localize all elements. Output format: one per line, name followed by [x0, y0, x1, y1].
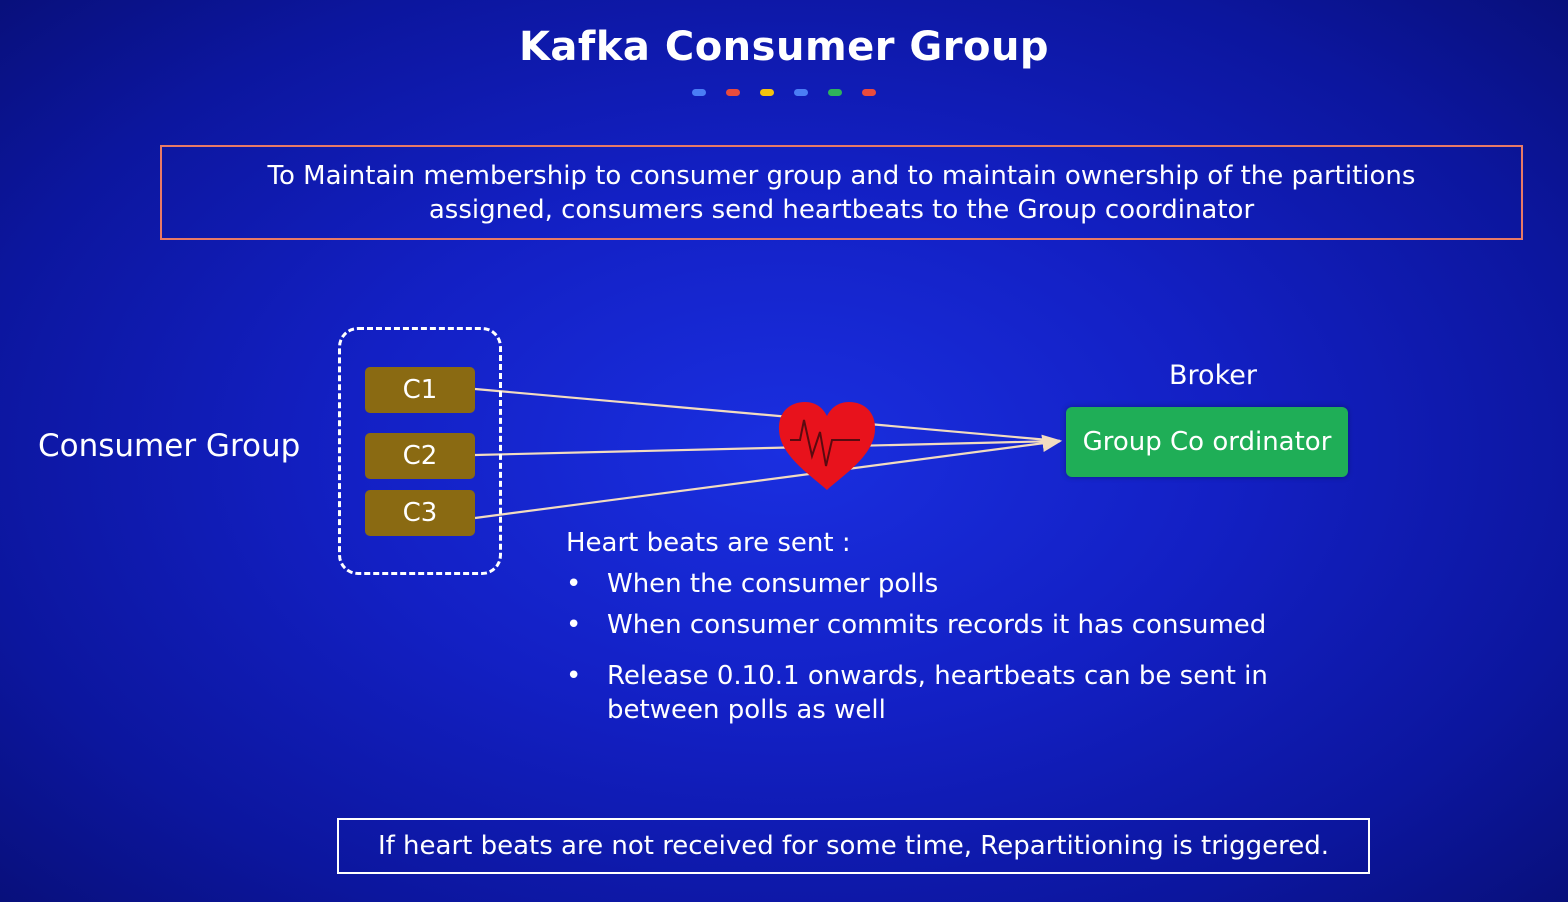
- consumer-c3: C3: [365, 490, 475, 536]
- repartitioning-note: If heart beats are not received for some…: [337, 818, 1370, 874]
- accent-dot: [862, 89, 876, 96]
- heartbeats-heading: Heart beats are sent :: [566, 528, 851, 558]
- connector-c1: [474, 387, 1061, 443]
- slide-title: Kafka Consumer Group: [518, 24, 1050, 70]
- connector-c2: [474, 439, 1061, 457]
- group-coordinator-label: Group Co ordinator: [1082, 427, 1332, 457]
- accent-dot: [692, 89, 706, 96]
- bullet-icon: •: [566, 610, 582, 640]
- heartbeat-item-text: Release 0.10.1 onwards, heartbeats can b…: [607, 661, 1268, 725]
- accent-dot: [828, 89, 842, 96]
- consumer-c2: C2: [365, 433, 475, 479]
- heartbeat-list-item: • When the consumer polls: [566, 567, 1347, 601]
- consumer-group-label: Consumer Group: [38, 428, 301, 464]
- consumer-group-box: [338, 327, 502, 575]
- connector-c3: [474, 434, 1063, 520]
- accent-dot: [794, 89, 808, 96]
- accent-dot: [726, 89, 740, 96]
- intro-callout: To Maintain membership to consumer group…: [160, 145, 1523, 240]
- consumer-c1: C1: [365, 367, 475, 413]
- bullet-icon: •: [566, 569, 582, 599]
- heart-pulse-icon: [778, 402, 876, 490]
- heartbeat-list-item: • Release 0.10.1 onwards, heartbeats can…: [566, 659, 1347, 727]
- group-coordinator-box: Group Co ordinator: [1066, 407, 1348, 477]
- repartitioning-text: If heart beats are not received for some…: [377, 831, 1330, 861]
- intro-text: To Maintain membership to consumer group…: [267, 160, 1416, 225]
- heartbeat-item-text: When the consumer polls: [607, 569, 939, 599]
- accent-dots: [0, 89, 1568, 99]
- heartbeat-list-item: • When consumer commits records it has c…: [566, 608, 1347, 642]
- heartbeat-item-text: When consumer commits records it has con…: [607, 610, 1267, 640]
- accent-dot: [760, 89, 774, 96]
- broker-label: Broker: [1169, 360, 1257, 391]
- bullet-icon: •: [566, 661, 582, 691]
